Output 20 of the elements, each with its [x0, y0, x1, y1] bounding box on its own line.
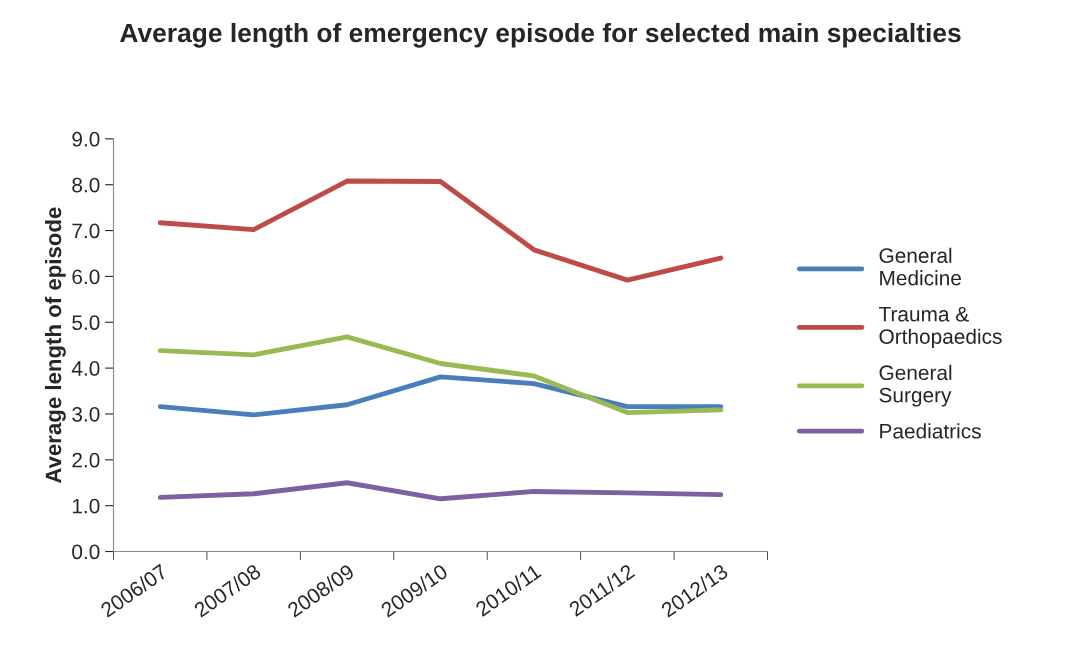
y-tick-label: 8.0	[72, 177, 100, 193]
y-tick-label: 9.0	[72, 131, 100, 147]
y-tick-label: 0.0	[72, 544, 100, 560]
line-series	[157, 480, 724, 502]
chart-title: Average length of emergency episode for selected main specialties	[120, 22, 961, 48]
y-tick-label: 3.0	[72, 406, 100, 422]
line-series	[157, 374, 724, 418]
y-tick-label: 7.0	[72, 223, 100, 239]
legend-label: Trauma & Orthopaedics	[878, 306, 1002, 349]
y-tick-label: 5.0	[72, 315, 100, 331]
y-tick-label: 4.0	[71, 361, 100, 376]
legend-label: General Surgery	[879, 364, 952, 407]
y-tick-label: 2.0	[72, 452, 100, 468]
line-series	[157, 178, 724, 283]
legend-label: Paediatrics	[880, 423, 981, 439]
legend-label: General Medicine	[879, 247, 961, 286]
line-series	[157, 334, 724, 416]
y-tick-label: 6.0	[72, 269, 100, 285]
y-axis-title: Average length of episode	[44, 207, 66, 484]
y-tick-label: 1.0	[72, 498, 100, 514]
